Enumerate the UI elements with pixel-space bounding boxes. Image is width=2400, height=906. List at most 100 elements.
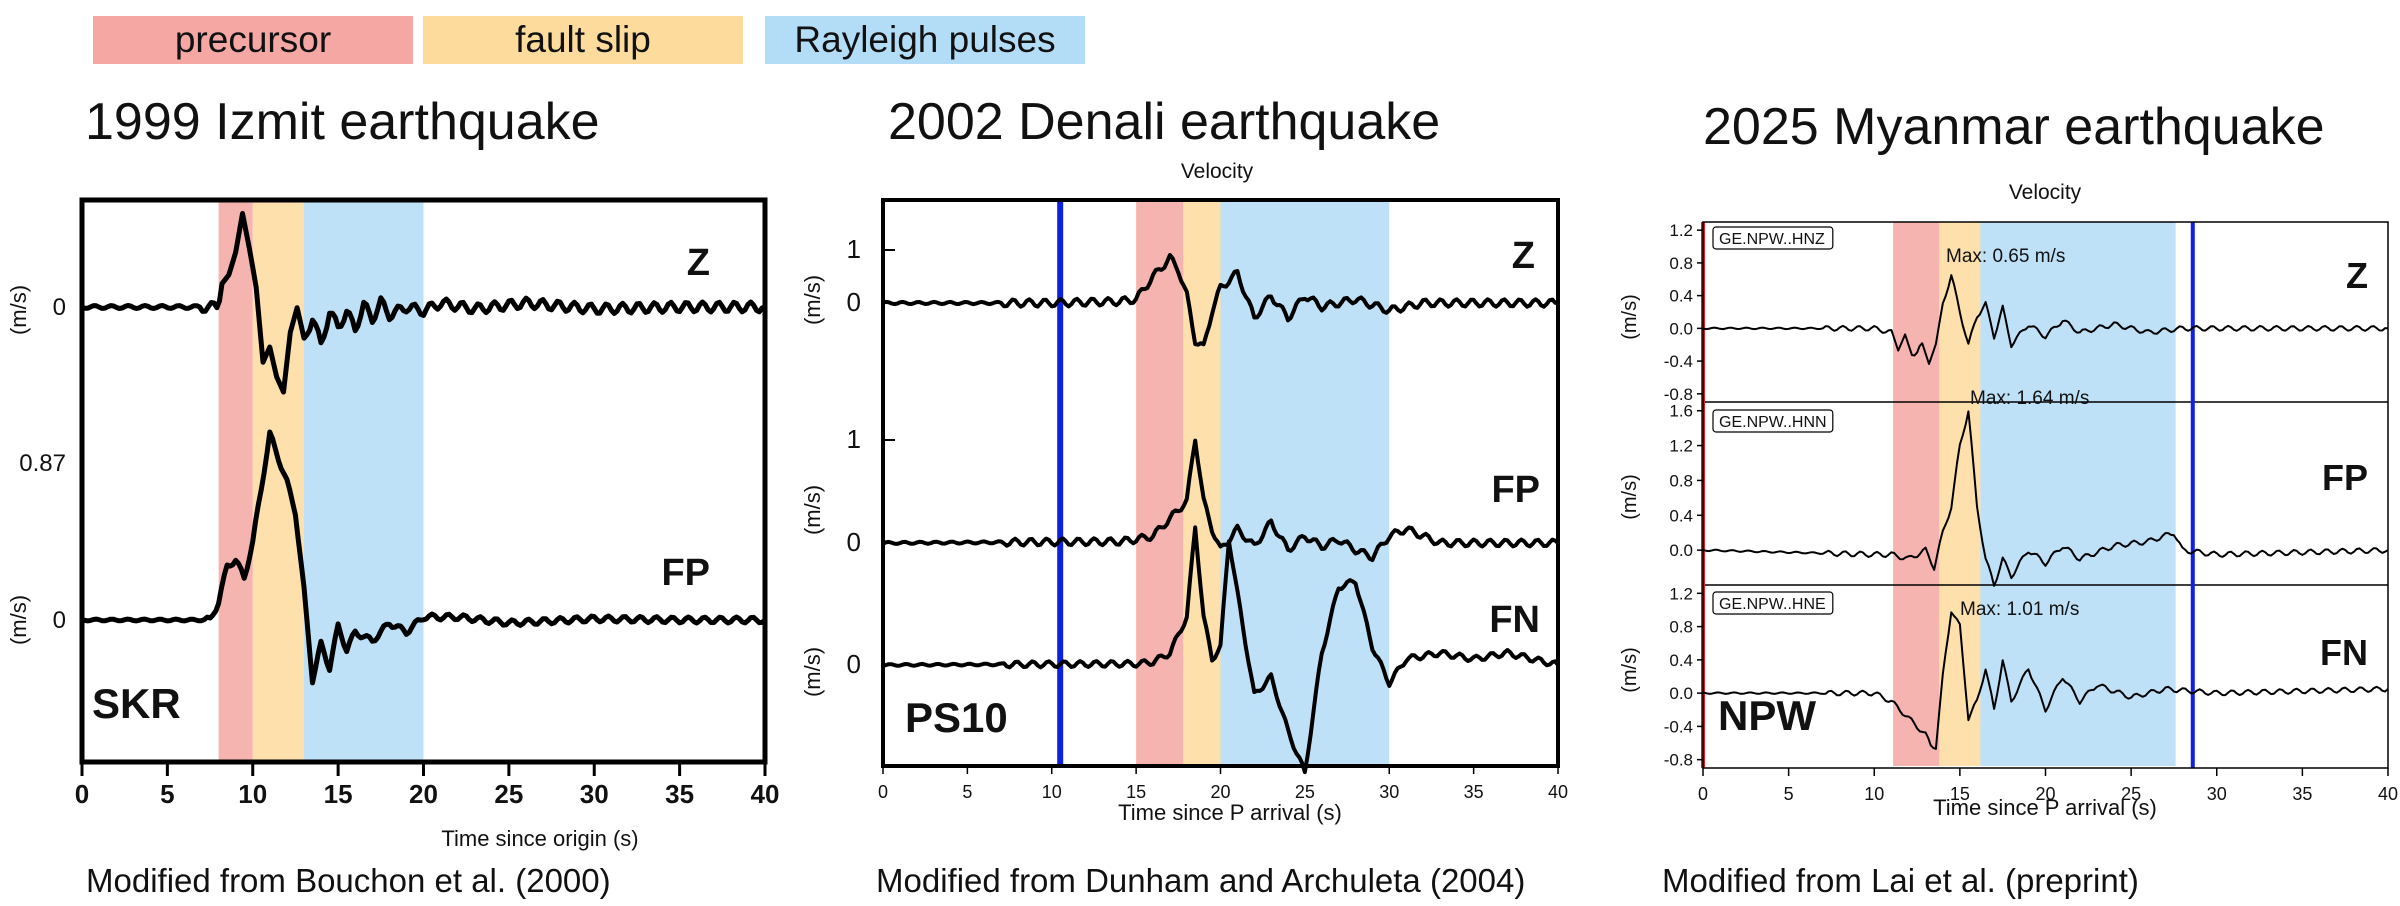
y-tick-label: -0.8 [1664, 751, 1693, 770]
x-tick-label: 20 [409, 779, 438, 809]
y-tick-label: 0.4 [1669, 506, 1693, 525]
x-tick-label: 30 [1379, 782, 1399, 802]
subplot-title: Velocity [1181, 160, 1254, 183]
y-tick-label: 1.2 [1669, 221, 1693, 240]
series-label-z: Z [2346, 255, 2368, 296]
panel-title-denali: 2002 Denali earthquake [888, 93, 1441, 151]
y-tick-label: 0 [847, 527, 861, 557]
x-tick-label: 10 [238, 779, 267, 809]
series-line-z [80, 211, 766, 395]
x-tick-label: 0 [1698, 784, 1708, 804]
x-tick-label: 0 [75, 779, 89, 809]
y-tick-label: 0 [847, 287, 861, 317]
y-tick-label: 1.2 [1669, 437, 1693, 456]
channel-label-box [1712, 591, 1834, 615]
channel-label: GE.NPW..HNZ [1719, 231, 1825, 248]
credit-myanmar: Modified from Lai et al. (preprint) [1662, 862, 2139, 899]
x-tick-label: 35 [1464, 782, 1484, 802]
series-label-fp: FP [661, 552, 710, 594]
y-tick-label: 1 [847, 424, 861, 454]
y-axis-label: (m/s) [1619, 294, 1641, 340]
chart-panel-1 [79, 197, 768, 776]
series-line-fn [1702, 611, 2389, 750]
y-tick-label: 0.8 [1669, 471, 1693, 490]
x-tick-label: 30 [580, 779, 609, 809]
y-tick-label: 0 [847, 649, 861, 679]
band-rayleigh-pulses [1220, 202, 1390, 766]
x-tick-label: 5 [1784, 784, 1794, 804]
x-tick-label: 10 [1864, 784, 1884, 804]
y-axis-label: (m/s) [1619, 474, 1641, 520]
series-line-fp [882, 438, 1560, 563]
x-tick-label: 25 [2121, 784, 2141, 804]
credit-izmit: Modified from Bouchon et al. (2000) [86, 862, 611, 899]
y-axis-label: (m/s) [1619, 647, 1641, 693]
credit-denali: Modified from Dunham and Archuleta (2004… [876, 862, 1526, 899]
y-tick-label: -0.4 [1664, 717, 1693, 736]
series-line-fp [81, 429, 767, 686]
series-label-fp: FP [1491, 469, 1540, 511]
band-rayleigh-pulses [1980, 222, 2176, 766]
max-velocity-label: Max: 1.64 m/s [1970, 388, 2089, 409]
subplot-title: Velocity [2009, 181, 2082, 204]
x-tick-label: 40 [2378, 784, 2398, 804]
y-tick-label: 0.4 [1669, 651, 1693, 670]
y-tick-label: 0 [53, 294, 66, 321]
y-tick-label: 1.6 [1669, 402, 1693, 421]
x-tick-label: 40 [1548, 782, 1568, 802]
y-axis-label: (m/s) [800, 485, 825, 535]
x-tick-label: 25 [494, 779, 523, 809]
x-tick-label: 5 [160, 779, 174, 809]
legend-rayleigh-pulses: Rayleigh pulses [765, 16, 1085, 64]
x-tick-label: 20 [1210, 782, 1230, 802]
legend-fault-slip: fault slip [423, 16, 743, 64]
channel-label-box [1712, 226, 1834, 250]
legend-precursor: precursor [93, 16, 413, 64]
station-label: NPW [1718, 692, 1816, 739]
y-tick-label: 0.0 [1669, 319, 1693, 338]
x-axis-label: Time since origin (s) [441, 826, 638, 851]
x-tick-label: 0 [878, 782, 888, 802]
y-axis-label: (m/s) [800, 647, 825, 697]
y-tick-label: 0.87 [19, 450, 66, 477]
chart-panel-3 [1697, 221, 2389, 776]
max-velocity-label: Max: 0.65 m/s [1946, 246, 2065, 267]
y-tick-label: 0.0 [1669, 684, 1693, 703]
y-tick-label: 0.4 [1669, 287, 1693, 306]
y-axis-label: (m/s) [6, 285, 31, 335]
y-tick-label: 0 [53, 607, 66, 634]
panel-title-myanmar: 2025 Myanmar earthquake [1703, 98, 2325, 156]
y-tick-label: 1 [847, 234, 861, 264]
x-axis-label: Time since P arrival (s) [1933, 795, 2157, 820]
x-tick-label: 15 [1950, 784, 1970, 804]
series-line-fn [882, 525, 1560, 775]
x-tick-label: 15 [1126, 782, 1146, 802]
channel-label: GE.NPW..HNN [1719, 414, 1827, 431]
x-tick-label: 20 [2035, 784, 2055, 804]
series-label-fn: FN [2320, 632, 2368, 673]
x-tick-label: 35 [2292, 784, 2312, 804]
band-precursor [218, 202, 253, 762]
chart-panel-2 [881, 198, 1560, 775]
y-tick-label: 0.8 [1669, 254, 1693, 273]
x-tick-label: 10 [1042, 782, 1062, 802]
band-precursor [1893, 222, 1940, 766]
series-label-z: Z [687, 242, 710, 284]
band-fault-slip [1939, 222, 1981, 766]
x-tick-label: 15 [324, 779, 353, 809]
band-rayleigh-pulses [303, 202, 424, 762]
x-tick-label: 35 [665, 779, 694, 809]
x-axis-label: Time since P arrival (s) [1118, 800, 1342, 825]
channel-label: GE.NPW..HNE [1719, 596, 1826, 613]
y-axis-label: (m/s) [6, 595, 31, 645]
max-velocity-label: Max: 1.01 m/s [1960, 599, 2079, 620]
y-tick-label: 0.8 [1669, 618, 1693, 637]
series-label-fp: FP [2322, 457, 2368, 498]
x-tick-label: 25 [1295, 782, 1315, 802]
series-label-z: Z [1512, 235, 1535, 277]
station-label: PS10 [905, 694, 1008, 741]
band-precursor [1136, 202, 1184, 766]
series-line-z [882, 253, 1559, 347]
y-tick-label: -0.8 [1664, 385, 1693, 404]
